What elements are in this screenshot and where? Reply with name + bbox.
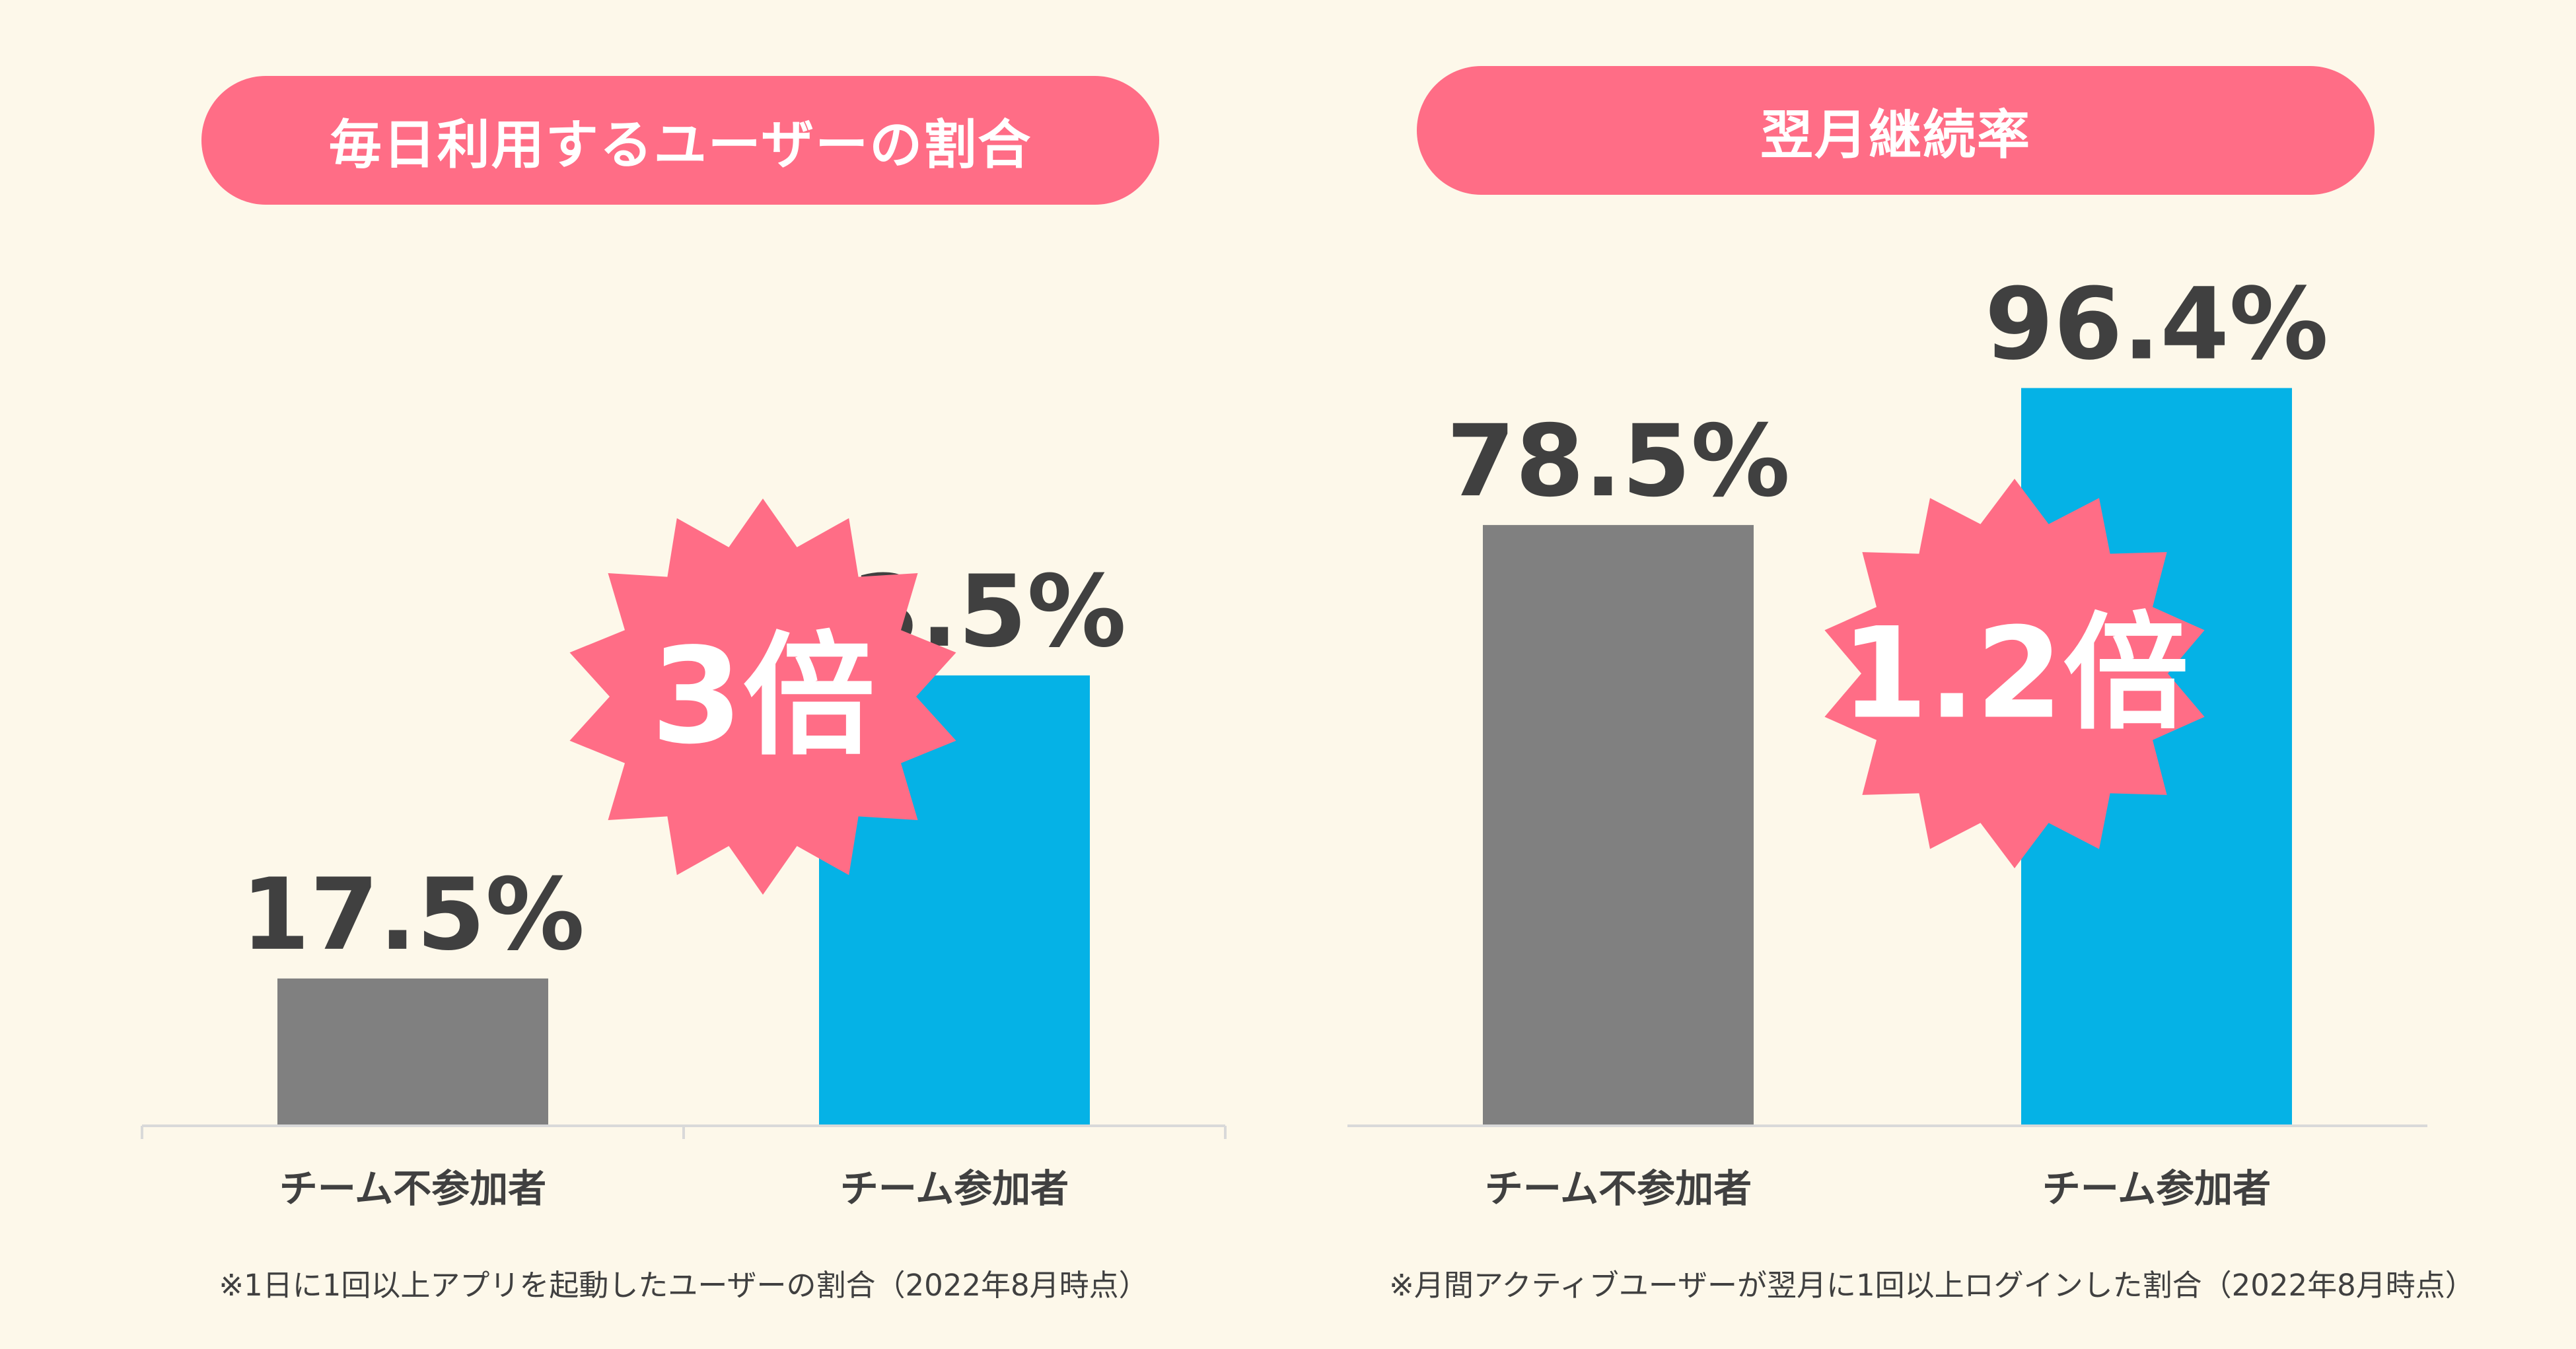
bar-value-label: 17.5% bbox=[241, 858, 585, 973]
category-label: チーム不参加者 bbox=[279, 1166, 546, 1211]
chart-title: 毎日利用するユーザーの割合 bbox=[328, 114, 1032, 176]
category-label: チーム参加者 bbox=[840, 1166, 1069, 1211]
chart-title: 翌月継続率 bbox=[1760, 104, 2031, 166]
bar-value-label: 78.5% bbox=[1447, 404, 1790, 519]
chart-panel-daily-users: 毎日利用するユーザーの割合 17.5% 53.5% チーム不参加者 チーム参加者 3… bbox=[141, 76, 1227, 1303]
bar bbox=[277, 978, 548, 1126]
multiplier-badge-text: 1.2倍 bbox=[1841, 601, 2189, 747]
multiplier-badge: 1.2倍 bbox=[1824, 479, 2205, 868]
bar-value-label: 96.4% bbox=[1985, 267, 2328, 382]
multiplier-badge: 3倍 bbox=[569, 499, 956, 895]
category-label: チーム不参加者 bbox=[1485, 1166, 1752, 1211]
starburst-shape bbox=[569, 499, 956, 895]
category-label: チーム参加者 bbox=[2042, 1166, 2271, 1211]
bar-chart-retention: 78.5% 96.4% チーム不参加者 チーム参加者 1.2倍 bbox=[1347, 267, 2427, 1211]
chart-footnote: ※1日に1回以上アプリを起動したユーザーの割合（2022年8月時点） bbox=[219, 1268, 1149, 1303]
chart-title-pill: 翌月継続率 bbox=[1417, 66, 2375, 195]
chart-panel-retention: 翌月継続率 78.5% 96.4% チーム不参加者 チーム参加者 1.2倍 ※月間ア… bbox=[1288, 0, 2576, 1349]
multiplier-badge-text: 3倍 bbox=[651, 620, 875, 774]
bar-chart-daily-users: 17.5%53.5% チーム不参加者 チーム参加者 3倍 bbox=[141, 499, 1227, 1211]
chart-footnote: ※月間アクティブユーザーが翌月に1回以上ログインした割合（2022年8月時点） bbox=[1389, 1268, 2475, 1303]
chart-title-pill: 毎日利用するユーザーの割合 bbox=[201, 76, 1159, 205]
bar bbox=[1483, 525, 1754, 1126]
starburst-shape bbox=[1824, 479, 2205, 868]
